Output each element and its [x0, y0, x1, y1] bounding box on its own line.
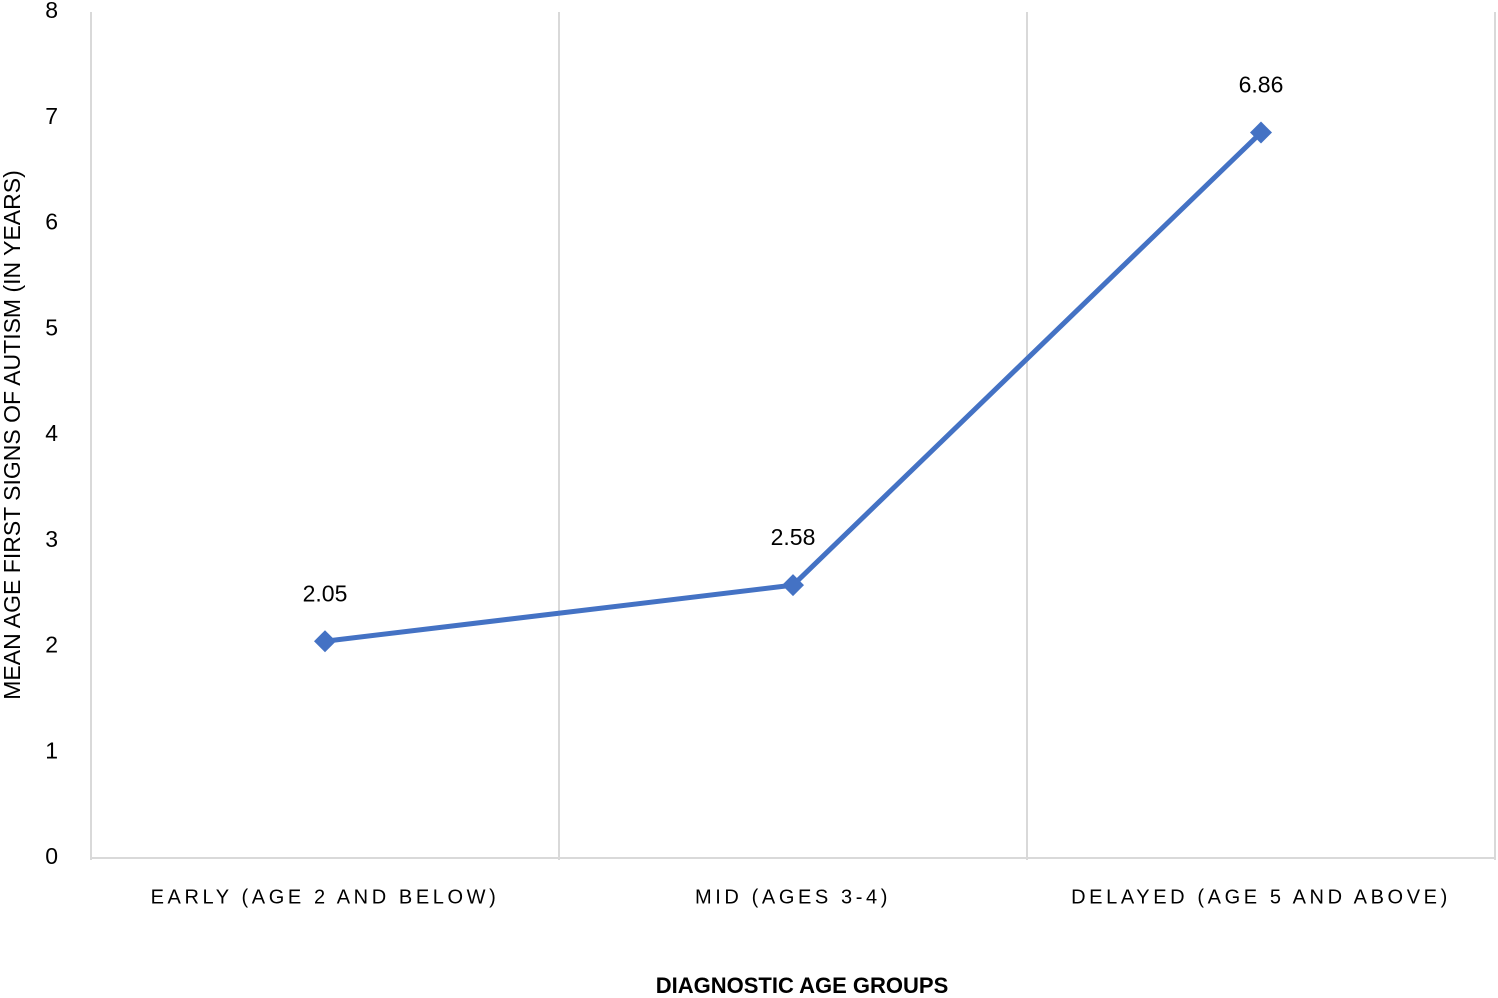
y-tick-label: 2: [45, 632, 58, 658]
marker: [782, 574, 804, 597]
y-tick-label: 8: [45, 0, 58, 23]
x-tick-label: EARLY (AGE 2 AND BELOW): [151, 886, 500, 908]
y-tick-label: 1: [45, 737, 58, 763]
y-tick-label: 4: [45, 420, 58, 446]
y-tick-label: 7: [45, 103, 58, 129]
y-tick-label: 5: [45, 314, 58, 340]
y-tick-label: 6: [45, 209, 58, 235]
y-tick-label: 3: [45, 526, 58, 552]
x-tick-label: DELAYED (AGE 5 AND ABOVE): [1071, 886, 1451, 908]
marker: [1250, 121, 1272, 144]
x-tick-label: MID (AGES 3-4): [695, 886, 891, 908]
data-label: 2.58: [771, 524, 816, 550]
y-axis-title: MEAN AGE FIRST SIGNS OF AUTISM (IN YEARS…: [0, 170, 25, 700]
x-axis-title: DIAGNOSTIC AGE GROUPS: [656, 973, 949, 998]
marker: [314, 630, 336, 653]
data-label: 6.86: [1239, 72, 1284, 98]
y-tick-label: 0: [45, 843, 58, 869]
data-label: 2.05: [303, 580, 348, 606]
line: [324, 130, 1263, 644]
